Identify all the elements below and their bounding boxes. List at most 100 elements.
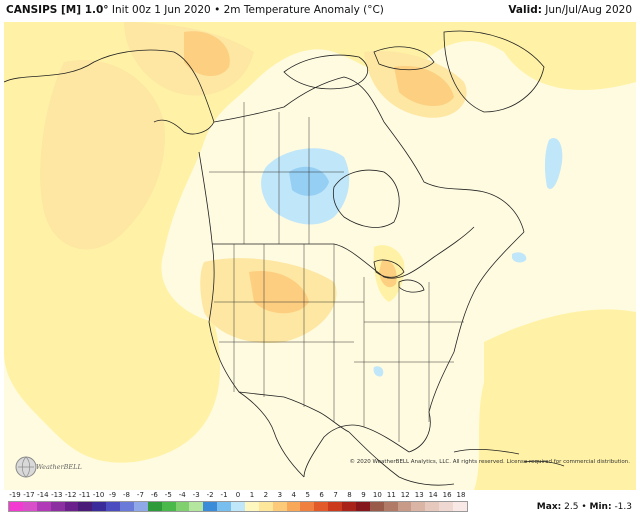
colorbar-tick-label: -11 [78, 491, 91, 499]
east-coast-outline [408, 231, 525, 453]
colorbar-legend: -19 -17 -14 -13 -12 -11 -10 -9 -8 -7 -6 -5 -4 -3 -2 -1 0… [8, 491, 468, 512]
colorbar-tick-label: 8 [347, 491, 352, 499]
alaska-outline [4, 49, 215, 135]
colorbar-swatch [92, 502, 107, 511]
colorbar-swatch [439, 502, 453, 511]
max-label: Max: [536, 502, 562, 512]
colorbar-swatch [64, 502, 79, 511]
coastlines-borders [4, 30, 565, 486]
colorbar-tick-label: 2 [263, 491, 269, 499]
colorbar-tick-label: -14 [37, 491, 49, 499]
gulf-coast-outline [303, 424, 410, 478]
colorbar-swatch [120, 502, 134, 511]
copyright-notice: © 2020 WeatherBELL Analytics, LLC. All r… [349, 459, 630, 465]
colorbar-tick-label: -13 [51, 491, 63, 499]
colorbar-swatch [258, 502, 273, 511]
colorbar-swatch [383, 502, 398, 511]
colorbar-tick-label: 6 [319, 491, 324, 499]
valid-value: Jun/Jul/Aug 2020 [545, 4, 632, 16]
logo-globe-icon [15, 456, 37, 478]
caribbean-outline [453, 449, 565, 467]
colorbar-swatch [231, 502, 245, 511]
colorbar-tick-label: -9 [109, 491, 117, 499]
max-min-stats: Max: 2.5 • Min: -1.3 [537, 502, 632, 512]
colorbar-swatch [342, 502, 356, 511]
canada-outline [213, 76, 525, 233]
colorbar-swatch [36, 502, 51, 511]
colorbar-tick-label: 13 [414, 491, 424, 499]
map-title: CANSIPS [M] 1.0° Init 00z 1 Jun 2020 • 2… [6, 4, 384, 16]
colorbar-swatch [300, 502, 315, 511]
colorbar-tick-label: -1 [220, 491, 228, 499]
colorbar-tick-label: -10 [92, 491, 105, 499]
init-time: Init 00z 1 Jun 2020 [111, 4, 211, 16]
anomaly-map [4, 22, 636, 490]
colorbar-tick-label: 11 [386, 491, 396, 499]
colorbar-swatch [244, 502, 259, 511]
colorbar-swatch [50, 502, 65, 511]
colorbar-tick-label: -17 [23, 491, 35, 499]
header-bar: CANSIPS [M] 1.0° Init 00z 1 Jun 2020 • 2… [0, 0, 640, 22]
colorbar-swatch [9, 502, 23, 511]
colorbar-swatch [147, 502, 162, 511]
model-name: CANSIPS [M] 1.0° [6, 4, 109, 16]
colorbar-swatch [203, 502, 218, 511]
min-label: Min: [589, 502, 612, 512]
colorbar-swatch [106, 502, 120, 511]
valid-period: Valid: Jun/Jul/Aug 2020 [508, 4, 632, 16]
colorbar-tick-label: 12 [400, 491, 410, 499]
min-value: -1.3 [614, 502, 632, 512]
arctic-islands-outline [283, 46, 435, 90]
greenland-outline [443, 30, 545, 113]
colorbar-swatch [189, 502, 204, 511]
colorbar-swatch [314, 502, 329, 511]
colorbar-swatch [133, 502, 148, 511]
colorbar-swatch [286, 502, 301, 511]
colorbar-labels: -19 -17 -14 -13 -12 -11 -10 -9 -8 -7 -6 -5 -4 -3 -2 -1 0… [8, 491, 468, 501]
colorbar-tick-label: 5 [305, 491, 310, 499]
colorbar-tick-label: -2 [206, 491, 214, 499]
colorbar-swatch [397, 502, 412, 511]
colorbar-tick-label: -7 [136, 491, 144, 499]
colorbar-swatch [328, 502, 342, 511]
colorbar-swatch [78, 502, 93, 511]
colorbar-tick-label: 14 [428, 491, 438, 499]
colorbar-tick-label: -3 [192, 491, 200, 499]
colorbar-swatches [8, 501, 468, 512]
title-separator: • [214, 4, 221, 16]
colorbar-tick-label: 0 [235, 491, 241, 499]
colorbar-tick-label: -19 [9, 491, 21, 499]
colorbar-tick-label: -4 [178, 491, 186, 499]
west-coast-outline [198, 151, 305, 478]
colorbar-tick-label: 16 [442, 491, 452, 499]
colorbar-swatch [411, 502, 426, 511]
us-canada-border [212, 226, 475, 279]
anomaly-shading-plus2 [40, 22, 467, 343]
colorbar-swatch [22, 502, 37, 511]
colorbar-tick-label: -6 [150, 491, 158, 499]
stats-separator: • [581, 502, 587, 512]
colorbar-tick-label: 3 [277, 491, 283, 499]
great-lakes-outline [373, 259, 425, 293]
colorbar-tick-label: 9 [361, 491, 366, 499]
colorbar-tick-label: 4 [291, 491, 296, 499]
colorbar-swatch [369, 502, 384, 511]
colorbar-tick-label: 18 [456, 491, 466, 499]
colorbar-swatch [272, 502, 287, 511]
colorbar-swatch [161, 502, 176, 511]
colorbar-swatch [355, 502, 370, 511]
colorbar-tick-label: 7 [333, 491, 338, 499]
weatherbell-logo: WeatherBELL [14, 454, 82, 480]
logo-text: WeatherBELL [36, 463, 82, 471]
interior-borders [209, 102, 464, 442]
colorbar-tick-label: -8 [122, 491, 130, 499]
variable-name: 2m Temperature Anomaly (°C) [223, 4, 384, 16]
colorbar-tick-label: -5 [164, 491, 172, 499]
colorbar-swatch [425, 502, 440, 511]
colorbar-tick-label: 1 [249, 491, 255, 499]
valid-label: Valid: [508, 4, 542, 16]
colorbar-tick-label: -12 [65, 491, 77, 499]
colorbar-swatch [175, 502, 190, 511]
hudson-bay-outline [332, 169, 400, 228]
